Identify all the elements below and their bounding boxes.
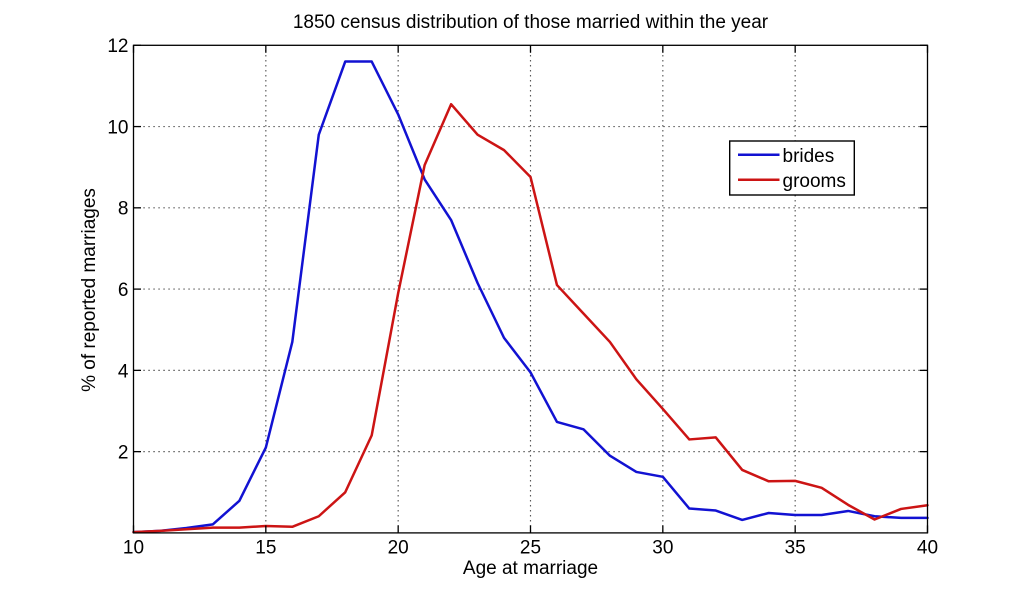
x-tick-label-30: 30 [652, 538, 673, 559]
x-tick-label-20: 20 [388, 538, 409, 559]
y-tick-label-12: 12 [107, 36, 128, 57]
brides-line [132, 60, 929, 534]
y-tick-label-2: 2 [118, 443, 129, 464]
x-tick-label-40: 40 [917, 538, 938, 559]
tick-label-layer: 10 15 20 25 30 35 40 2 4 6 8 10 12 [107, 36, 938, 558]
legend-box [729, 140, 856, 196]
legend: brides grooms [729, 140, 856, 196]
legend-label-brides: brides [783, 146, 835, 167]
x-tick-label-25: 25 [520, 538, 541, 559]
x-tick-label-10: 10 [123, 538, 144, 559]
y-tick-label-10: 10 [107, 117, 128, 138]
legend-label-grooms: grooms [783, 171, 846, 192]
x-tick-label-15: 15 [255, 538, 276, 559]
y-tick-label-4: 4 [118, 361, 129, 382]
chart-title: 1850 census distribution of those marrie… [293, 12, 769, 33]
x-tick-label-35: 35 [785, 538, 806, 559]
y-axis-label: % of reported marriages [79, 188, 100, 392]
plot-box-frame [132, 44, 929, 534]
tick-layer [132, 44, 929, 533]
y-tick-label-8: 8 [118, 199, 129, 220]
y-tick-label-6: 6 [118, 280, 129, 301]
x-axis-label: Age at marriage [463, 558, 598, 579]
